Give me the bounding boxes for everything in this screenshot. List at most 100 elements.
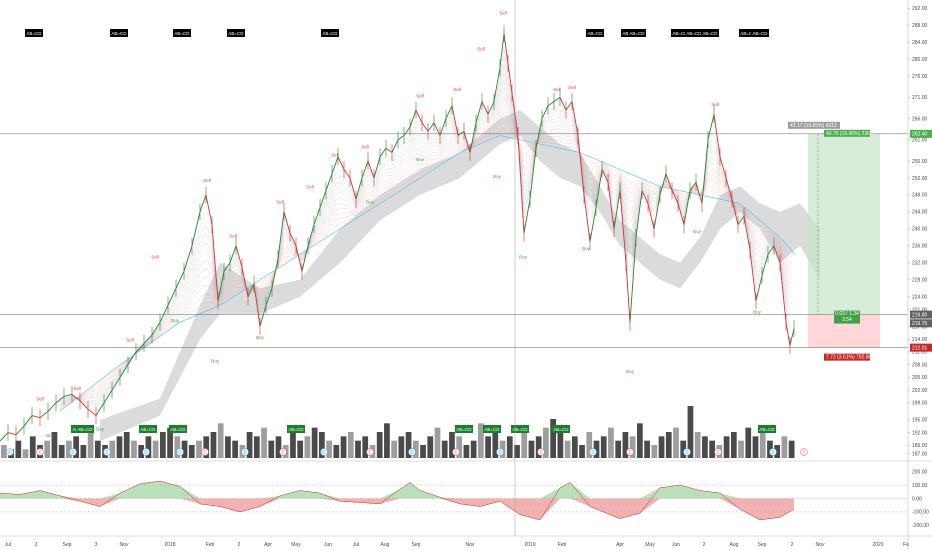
volume-bar <box>275 436 282 458</box>
volume-bar <box>333 445 340 458</box>
buy-signal-label: Buy <box>493 174 502 179</box>
event-marker-label: E <box>281 450 284 455</box>
price-segment <box>647 203 655 229</box>
volume-bar <box>253 436 260 458</box>
volume-bar <box>767 440 773 458</box>
entry-label: 3.54 <box>842 317 852 323</box>
price-segment <box>103 389 113 404</box>
time-tick-label: Sep <box>758 542 767 548</box>
event-marker-label: D <box>685 450 689 455</box>
position-tool[interactable]: 43.17 (19.65%) 4313 40.75 (19.96%) 2368 0.… <box>788 121 873 361</box>
time-axis[interactable]: Jul 2 Sep 3 Nov 2018 Feb 2 Apr May Jun Jul Aug Sep Nov… <box>5 542 909 548</box>
volume-bar <box>521 432 528 458</box>
sell-signal-label: Sell <box>36 397 44 402</box>
price-segment <box>409 109 417 128</box>
volume-bar <box>738 440 744 458</box>
price-segment <box>283 211 291 234</box>
volume-bar <box>22 449 29 458</box>
volume-bar <box>73 436 79 458</box>
price-tag <box>910 310 932 319</box>
price-line <box>0 25 795 444</box>
price-tick-label: 284.00 <box>912 40 928 46</box>
price-segment <box>731 199 739 225</box>
event-marker <box>103 448 111 456</box>
volume-bar <box>615 440 622 458</box>
price-segment <box>247 283 255 297</box>
volume-bar <box>355 440 361 458</box>
price-tag <box>910 129 932 138</box>
oscillator-line <box>0 480 795 521</box>
price-segment <box>613 190 621 229</box>
pattern-badge-label: AB=CD <box>456 427 472 432</box>
pattern-badge-label: AB=CD <box>170 427 186 432</box>
price-tick-label: 202.00 <box>912 388 928 394</box>
buy-signal-label: Buy <box>416 157 425 162</box>
volume-bar <box>94 440 101 458</box>
volume-bar <box>412 440 419 458</box>
event-marker <box>176 448 184 456</box>
volume-bar <box>470 440 477 458</box>
price-tick-label: 211.00 <box>912 350 927 356</box>
pattern-badge-label: AB=CD <box>740 31 756 36</box>
price-segment <box>677 203 685 225</box>
price-segment <box>487 101 495 115</box>
pattern-badge <box>739 29 757 37</box>
oscillator-tick-label: -100.00 <box>912 510 929 516</box>
pattern-badge-label: AB=CD <box>512 427 528 432</box>
sell-signal-label: Sell <box>711 102 719 107</box>
sell-signal-label: Sell <box>73 386 81 391</box>
volume-bar <box>629 436 636 458</box>
price-segment <box>457 130 465 136</box>
volume-bar <box>138 445 145 458</box>
volume-bar <box>514 445 520 458</box>
oscillator-tick-label: 0.00 <box>912 496 922 502</box>
pattern-badge <box>685 29 703 37</box>
price-segment <box>463 131 471 153</box>
volume-bar <box>376 432 383 458</box>
price-tick-label: 244.00 <box>912 210 928 216</box>
buy-signal-label: Buy <box>46 433 55 438</box>
price-segment <box>507 63 513 94</box>
event-marker <box>769 448 777 456</box>
price-segment <box>289 232 297 247</box>
volume-bar <box>297 440 304 458</box>
oscillator-positive-fill <box>0 481 794 499</box>
price-tick-label: 195.00 <box>912 418 928 424</box>
price-tick-label: 221.00 <box>912 307 928 313</box>
price-segment <box>607 182 615 229</box>
price-segment <box>665 173 673 191</box>
price-segment <box>719 156 727 179</box>
buy-signal-label: Buy <box>211 359 220 364</box>
pattern-badge-label: AB=CD <box>672 31 688 36</box>
price-tick-label: 276.00 <box>912 74 928 80</box>
target-label-box <box>824 129 870 137</box>
time-tick-label: Nov <box>466 542 475 548</box>
pattern-badge-label: AB=CD <box>26 31 42 36</box>
price-segment <box>625 262 631 323</box>
price-tags: 262.40 219.80 219.75 212.01 <box>910 129 932 352</box>
price-tick-label: 252.00 <box>912 176 928 182</box>
buy-signal-label: Buy <box>171 318 180 323</box>
time-tick-label: 2 <box>791 542 794 548</box>
price-segment <box>619 190 627 263</box>
volume-bar <box>109 440 116 458</box>
buy-signal-label: Buy <box>753 310 762 315</box>
price-tick-label: 266.00 <box>912 116 928 122</box>
time-tick-label: Apr <box>616 542 624 548</box>
entry-label-box <box>834 310 860 324</box>
price-segment <box>433 122 441 136</box>
pattern-badge <box>25 29 43 37</box>
event-marker-label: D <box>771 450 775 455</box>
time-tick-label: Sep <box>63 542 72 548</box>
price-segment <box>205 194 213 225</box>
price-segment <box>529 148 537 200</box>
price-segment <box>385 147 393 153</box>
pattern-badges[interactable]: AB=CD AB=CD AB=CD AB=CD AB=CD AB=CD AB=CD AB=CD… <box>25 29 776 433</box>
volume-bar <box>181 440 188 458</box>
price-segment <box>761 254 769 276</box>
price-segment <box>653 194 661 229</box>
volume-bar <box>87 427 94 458</box>
pattern-badge-label: AB=CD <box>77 427 93 432</box>
